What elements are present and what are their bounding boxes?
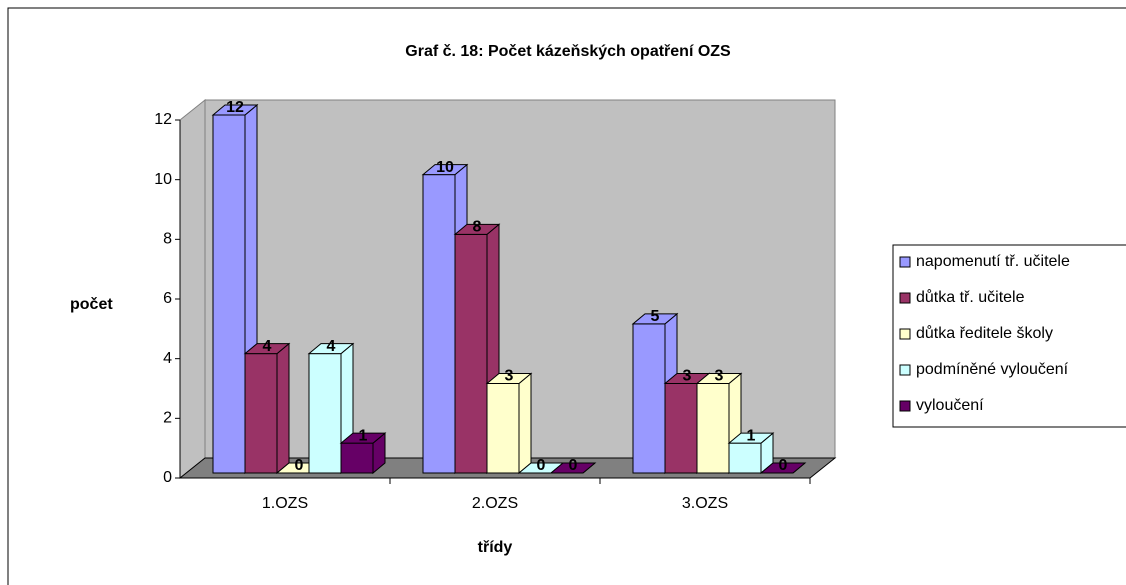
- value-label: 3: [715, 368, 724, 385]
- bar-top: [243, 343, 291, 355]
- bar-front: [664, 383, 698, 474]
- bar-front: [340, 442, 374, 474]
- bar-top: [485, 373, 533, 384]
- bar-front: [454, 233, 488, 474]
- x-tick-label: 3.OZS: [682, 495, 728, 512]
- bar-top: [339, 432, 387, 444]
- bar-top: [549, 462, 597, 474]
- bar-top: [421, 164, 469, 176]
- value-label: 12: [226, 99, 244, 116]
- bar-front: [308, 353, 342, 474]
- legend-swatch: [899, 292, 911, 304]
- bar-side: [518, 372, 532, 475]
- legend-label: vyloučení: [916, 397, 984, 414]
- bar-front: [486, 383, 520, 474]
- bar-top: [307, 343, 355, 355]
- bar-top: [631, 313, 679, 325]
- y-tick-label: 6: [163, 290, 172, 307]
- value-label: 8: [473, 219, 482, 236]
- bar-side: [276, 342, 290, 475]
- side-wall: [179, 98, 206, 480]
- bar-top: [695, 373, 743, 384]
- y-tick-label: 8: [163, 231, 172, 248]
- legend-label: důtka ředitele školy: [916, 324, 1053, 342]
- y-tick-label: 12: [154, 111, 172, 128]
- legend-swatch: [899, 256, 911, 268]
- value-label: 5: [651, 308, 660, 325]
- y-tick-label: 0: [163, 469, 172, 486]
- bar: [339, 432, 387, 475]
- bar-top: [759, 462, 807, 474]
- value-label: 3: [683, 368, 692, 385]
- legend-swatch: [899, 400, 911, 412]
- legend-swatch: [899, 328, 911, 340]
- value-label: 0: [779, 457, 788, 474]
- value-label: 3: [505, 368, 514, 385]
- legend-swatch: [899, 364, 911, 376]
- bar-front: [696, 383, 730, 474]
- bar-front: [212, 114, 246, 474]
- bar-top: [211, 104, 259, 116]
- value-label: 4: [327, 338, 336, 355]
- value-label: 1: [359, 427, 368, 444]
- y-tick-label: 4: [163, 350, 172, 367]
- value-label: 0: [569, 457, 578, 474]
- value-label: 4: [263, 338, 272, 355]
- bar: [485, 372, 533, 475]
- bar: [243, 342, 291, 475]
- bar-front: [632, 323, 666, 474]
- x-axis-label: třídy: [478, 539, 513, 556]
- legend-box: [892, 244, 1126, 428]
- bar-front: [422, 174, 456, 474]
- x-tick-label: 2.OZS: [472, 495, 518, 512]
- legend-label: důtka tř. učitele: [916, 288, 1025, 306]
- value-label: 1: [747, 427, 756, 444]
- bar: [549, 462, 597, 474]
- legend-label: napomenutí tř. učitele: [916, 253, 1070, 270]
- value-label: 0: [295, 457, 304, 474]
- bar: [759, 462, 807, 474]
- bar-front: [244, 353, 278, 474]
- y-tick-label: 2: [163, 410, 172, 427]
- y-tick-label: 10: [154, 171, 172, 188]
- x-tick-label: 1.OZS: [262, 495, 308, 512]
- y-axis-label: počet: [70, 296, 113, 313]
- bar: [727, 432, 775, 475]
- bar-top: [727, 432, 775, 444]
- bar-front: [728, 442, 762, 474]
- legend-label: podmíněné vyloučení: [916, 361, 1069, 378]
- bar-top: [453, 223, 501, 235]
- chart-title: Graf č. 18: Počet kázeňských opatření OZ…: [405, 43, 731, 60]
- value-label: 10: [436, 159, 454, 176]
- value-label: 0: [537, 457, 546, 474]
